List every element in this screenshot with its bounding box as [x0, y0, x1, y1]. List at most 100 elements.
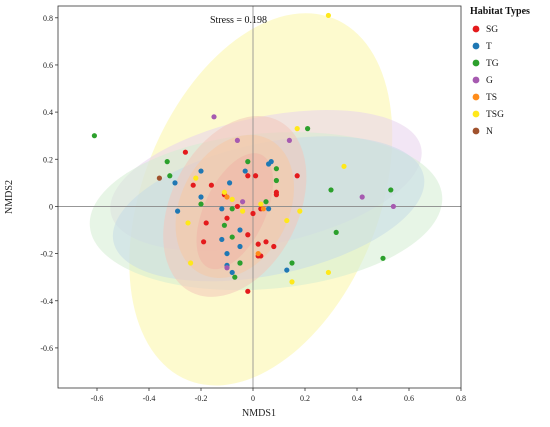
point-tsg: [284, 217, 290, 224]
legend: Habitat Types SG T TG G TS TSG N: [470, 6, 530, 137]
point-t: [175, 208, 181, 214]
point-tg: [237, 260, 243, 266]
y-tick-label: 0.8: [43, 14, 53, 23]
point-g: [234, 137, 240, 144]
point-t: [219, 206, 225, 212]
point-tg: [305, 126, 311, 132]
point-ts: [260, 206, 266, 212]
x-axis: -0.6 -0.4 -0.2 0 0.2 0.4 0.6 0.8: [91, 388, 466, 403]
x-tick-label: -0.2: [195, 394, 208, 403]
legend-marker-ts: [472, 93, 480, 101]
point-tg: [273, 177, 279, 184]
point-sg: [273, 189, 279, 195]
point-ts: [255, 250, 261, 257]
legend-title: Habitat Types: [470, 6, 530, 17]
ellipse-layer: [89, 13, 443, 386]
x-tick-label: -0.4: [143, 394, 156, 403]
point-t: [219, 236, 225, 243]
legend-marker-sg: [472, 25, 480, 33]
legend-label-ts: TS: [486, 93, 497, 103]
legend-label-t: T: [486, 42, 492, 52]
point-tg: [289, 260, 295, 266]
point-g: [359, 194, 365, 200]
point-tg: [164, 159, 170, 165]
points-layer: [91, 12, 396, 294]
point-tg: [221, 222, 227, 228]
point-tg: [380, 255, 386, 261]
point-tg: [263, 199, 269, 205]
point-tsg: [325, 269, 331, 276]
legend-label-sg: SG: [486, 25, 498, 35]
point-tg: [245, 159, 251, 165]
point-ts: [224, 194, 230, 200]
point-g: [211, 114, 217, 120]
point-tg: [232, 274, 238, 280]
plot-frame: [57, 5, 462, 389]
point-t: [266, 206, 272, 212]
point-t: [224, 250, 230, 257]
point-tg: [229, 206, 235, 212]
y-tick-label: 0: [49, 202, 53, 211]
y-tick-label: -0.4: [40, 297, 53, 306]
point-sg: [201, 239, 207, 245]
x-tick-label: 0.2: [300, 394, 310, 403]
legend-marker-n: [472, 127, 480, 135]
point-t: [229, 269, 235, 276]
point-tg: [91, 133, 97, 139]
point-g: [224, 265, 230, 271]
point-tg: [167, 173, 173, 179]
point-tsg: [229, 196, 235, 202]
point-g: [390, 203, 396, 210]
y-tick-label: 0.4: [43, 108, 53, 117]
point-t: [284, 267, 290, 273]
y-tick-label: -0.6: [40, 344, 53, 353]
point-tsg: [258, 201, 264, 207]
point-t: [198, 194, 204, 200]
point-t: [266, 161, 272, 167]
point-tg: [229, 234, 235, 240]
legend-label-tsg: TSG: [486, 110, 504, 120]
point-t: [198, 168, 204, 174]
point-tg: [198, 201, 204, 207]
x-tick-label: 0: [251, 394, 255, 403]
point-sg: [182, 149, 188, 155]
point-sg: [245, 288, 251, 294]
point-sg: [245, 232, 251, 238]
y-axis-title: NMDS2: [4, 180, 15, 214]
point-sg: [234, 203, 240, 210]
y-axis: -0.6 -0.4 -0.2 0 0.2 0.4 0.6 0.8: [40, 14, 58, 353]
legend-label-g: G: [486, 76, 493, 86]
x-tick-label: 0.4: [352, 394, 362, 403]
point-sg: [271, 243, 277, 250]
point-sg: [263, 239, 269, 245]
point-tsg: [221, 189, 227, 195]
legend-marker-tsg: [472, 110, 480, 118]
x-tick-label: 0.6: [404, 394, 414, 403]
point-tg: [333, 229, 339, 235]
point-tsg: [297, 208, 303, 214]
point-sg: [253, 173, 259, 179]
point-tsg: [325, 12, 331, 19]
point-sg: [245, 173, 251, 179]
point-tsg: [341, 163, 347, 169]
point-sg: [208, 182, 214, 188]
point-sg: [224, 215, 230, 221]
point-n: [156, 175, 162, 181]
stress-annotation: Stress = 0.198: [210, 15, 267, 26]
point-sg: [250, 210, 256, 217]
confidence-ellipse-sg-inner: [196, 153, 274, 270]
point-t: [172, 180, 178, 186]
point-tsg: [188, 260, 194, 266]
point-sg: [190, 182, 196, 188]
point-t: [237, 227, 243, 233]
point-g: [240, 199, 246, 205]
point-sg: [255, 241, 261, 247]
legend-marker-t: [472, 42, 480, 50]
legend-label-n: N: [486, 127, 493, 137]
y-tick-label: 0.6: [43, 61, 53, 70]
point-tg: [388, 187, 394, 193]
point-g: [286, 137, 292, 144]
point-t: [227, 180, 233, 186]
x-tick-label: 0.8: [456, 394, 466, 403]
